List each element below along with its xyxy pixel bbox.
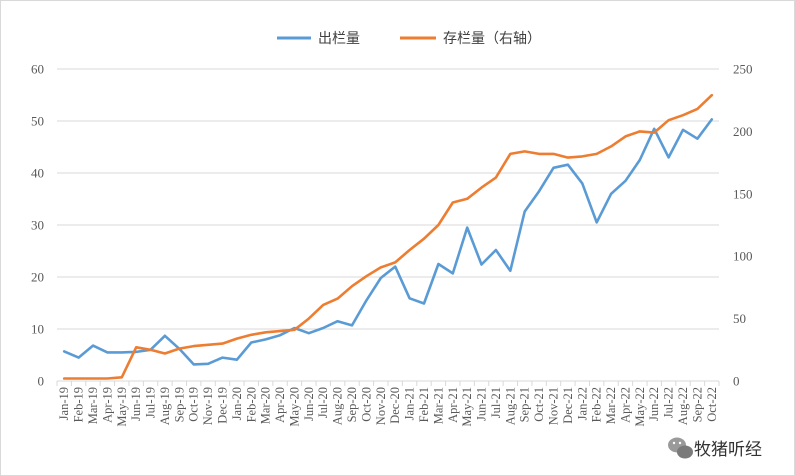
x-tick-label: Nov-20 <box>374 387 388 425</box>
legend-label-inventory: 存栏量（右轴） <box>443 31 541 47</box>
right-tick-label: 150 <box>733 186 753 201</box>
left-tick-label: 10 <box>31 322 44 337</box>
x-tick-label: Jan-21 <box>403 387 417 420</box>
x-tick-label: Dec-21 <box>561 387 575 424</box>
x-tick-label: Feb-22 <box>590 387 604 422</box>
x-tick-label: Sep-20 <box>345 387 359 422</box>
left-tick-label: 50 <box>31 114 44 129</box>
left-tick-label: 20 <box>31 270 44 285</box>
series-line-1 <box>62 93 714 380</box>
x-tick-label: Jul-21 <box>489 387 503 418</box>
x-tick-label: Sep-19 <box>172 387 186 422</box>
x-tick-label: Mar-22 <box>604 387 618 424</box>
x-tick-label: Sep-22 <box>690 387 704 422</box>
x-tick-label: Aug-19 <box>158 387 172 425</box>
right-tick-label: 200 <box>733 124 753 139</box>
series-line-0 <box>62 118 714 366</box>
x-tick-label: Dec-20 <box>388 387 402 424</box>
x-tick-label: Aug-20 <box>331 387 345 425</box>
x-tick-label: Jan-22 <box>575 387 589 420</box>
x-tick-label: May-21 <box>460 387 474 427</box>
x-tick-label: Feb-21 <box>417 387 431 422</box>
x-tick-label: Mar-21 <box>431 387 445 424</box>
x-tick-label: Apr-20 <box>273 387 287 423</box>
right-tick-label: 100 <box>733 249 753 264</box>
x-tick-label: Oct-20 <box>359 387 373 422</box>
x-tick-label: Jun-21 <box>475 387 489 421</box>
x-tick-label: Dec-19 <box>216 387 230 424</box>
x-tick-label: Mar-20 <box>259 387 273 424</box>
x-tick-label: Aug-21 <box>503 387 517 425</box>
left-tick-label: 60 <box>31 62 44 77</box>
right-tick-label: 250 <box>733 62 753 77</box>
x-tick-label: Aug-22 <box>676 387 690 425</box>
x-tick-label: May-22 <box>633 387 647 427</box>
x-tick-label: Nov-19 <box>201 387 215 425</box>
series-lines <box>62 93 714 380</box>
x-tick-label: Jan-19 <box>57 387 71 420</box>
x-tick-label: Jun-20 <box>302 387 316 421</box>
x-tick-label: Mar-19 <box>86 387 100 424</box>
x-tick-label: Jun-22 <box>647 387 661 421</box>
x-tick-label: Feb-20 <box>244 387 258 422</box>
x-tick-label: Apr-19 <box>100 387 114 423</box>
x-tick-label: Oct-19 <box>187 387 201 422</box>
right-axis-ticks: 0 50 100 150 200 250 <box>733 62 753 389</box>
x-tick-label: Apr-22 <box>618 387 632 423</box>
x-tick-label: Jul-20 <box>316 387 330 418</box>
x-tick-label: Jul-22 <box>662 387 676 418</box>
x-tick-label: May-20 <box>287 387 301 427</box>
left-axis-ticks: 0 10 20 30 40 50 60 <box>31 62 44 389</box>
right-tick-label: 0 <box>733 374 740 389</box>
watermark: 牧猪听经 <box>668 437 762 460</box>
x-tick-label: Nov-21 <box>547 387 561 425</box>
x-tick-label: Feb-19 <box>72 387 86 422</box>
x-tick-label: Apr-21 <box>446 387 460 423</box>
x-tick-label: Sep-21 <box>518 387 532 422</box>
right-tick-label: 50 <box>733 311 746 326</box>
x-tick-label: Jun-19 <box>129 387 143 421</box>
x-tick-label: Jan-20 <box>230 387 244 420</box>
x-tick-label: May-19 <box>115 387 129 427</box>
legend-label-outflow: 出栏量 <box>318 31 360 47</box>
x-tick-label: Jul-19 <box>144 387 158 418</box>
left-tick-label: 30 <box>31 218 44 233</box>
wechat-icon <box>668 437 693 459</box>
gridlines <box>57 68 719 330</box>
x-axis-ticks: Jan-19 Feb-19 Mar-19 Apr-19 May-19 Jun-19 Jul-… <box>56 381 720 427</box>
legend: 出栏量 存栏量（右轴） <box>277 31 541 47</box>
x-tick-label: Oct-22 <box>705 387 719 422</box>
x-tick-label: Oct-21 <box>532 387 546 422</box>
left-tick-label: 40 <box>31 166 44 181</box>
left-tick-label: 0 <box>38 374 45 389</box>
watermark-text: 牧猪听经 <box>694 440 762 460</box>
